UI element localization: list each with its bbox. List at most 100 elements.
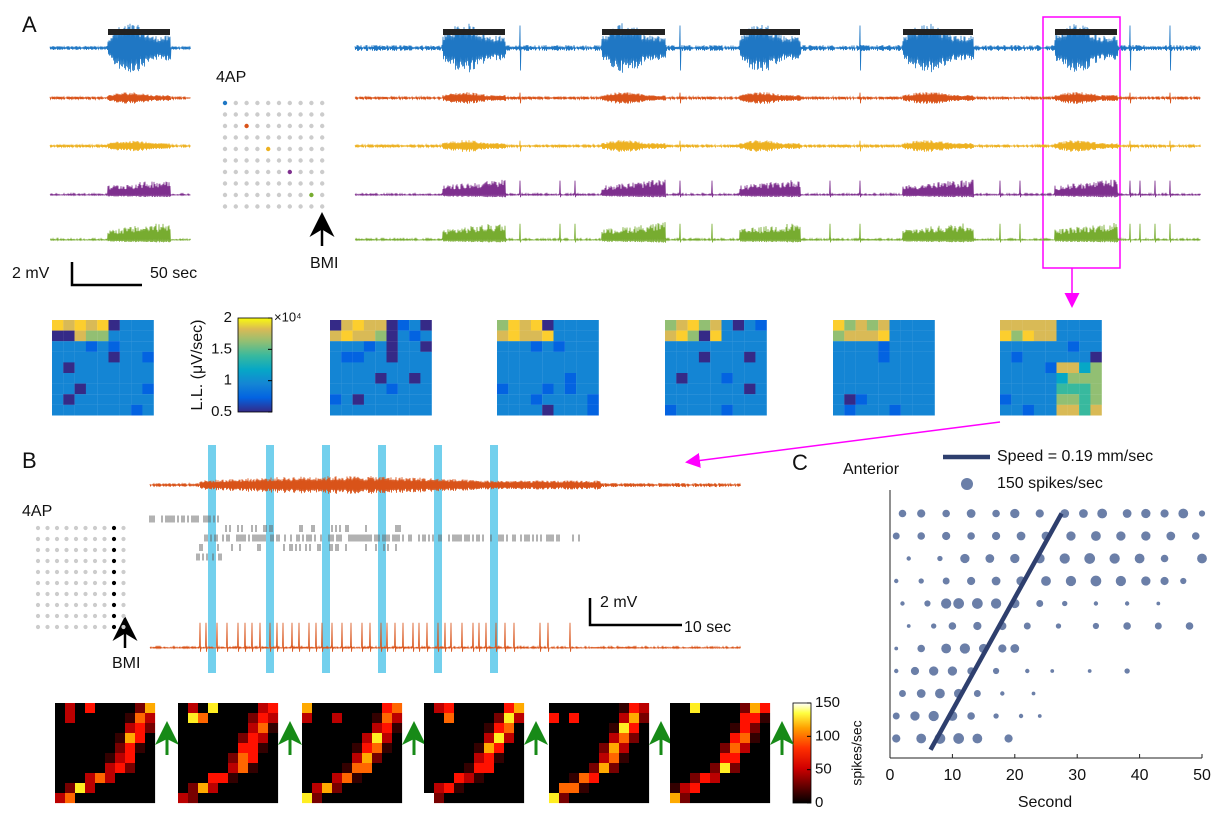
heatmap-cell: [1045, 351, 1057, 363]
bubble: [1191, 532, 1200, 540]
heatmap-cell: [397, 383, 410, 395]
heatmap-cell: [760, 723, 771, 734]
heatmap-cell: [474, 753, 485, 764]
heatmap-cell: [1067, 373, 1080, 384]
heatmap-cell: [85, 362, 98, 374]
heatmap-cell: [755, 373, 767, 384]
heatmap-cell: [208, 763, 219, 774]
heatmap-cell: [454, 743, 465, 754]
heatmap-cell: [341, 341, 353, 352]
heatmap-cell: [218, 723, 229, 734]
heatmap-cell: [599, 793, 610, 804]
heatmap-cell: [542, 394, 554, 405]
heatmap-cell: [744, 362, 756, 374]
heatmap-cell: [454, 753, 465, 764]
heatmap-cell: [65, 793, 76, 804]
heatmap-cell: [397, 404, 410, 416]
bubble: [1166, 531, 1176, 541]
heatmap-cell: [145, 763, 156, 774]
heatmap-cell: [744, 330, 756, 342]
heatmap-cell: [732, 330, 745, 342]
electrode: [45, 569, 50, 575]
heatmap-cell: [208, 713, 219, 724]
heatmap-cell: [115, 723, 126, 734]
heatmap-cell: [530, 362, 543, 374]
heatmap-cell: [1079, 404, 1091, 416]
heatmap-cell: [248, 733, 259, 744]
heatmap-cell: [362, 773, 373, 784]
bubble: [1036, 600, 1044, 607]
heatmap-cell: [700, 733, 711, 744]
electrode: [233, 135, 238, 140]
scale-label: 2 mV: [600, 594, 638, 611]
heatmap-cell: [923, 404, 935, 416]
electrode: [255, 192, 260, 198]
electrode: [255, 181, 260, 186]
bubble: [1087, 669, 1092, 673]
heatmap-cell: [504, 723, 515, 734]
heatmap-cell: [530, 341, 543, 352]
heatmap-cell: [1090, 320, 1102, 331]
electrode: [121, 558, 126, 564]
electrode: [35, 536, 41, 542]
electrode: [73, 602, 79, 608]
electrode: [276, 181, 282, 186]
heatmap-cell: [833, 362, 845, 374]
heatmap-cell: [375, 330, 387, 342]
heatmap-cell: [55, 723, 66, 734]
electrode: [276, 135, 282, 140]
heatmap-cell: [744, 373, 756, 384]
electrode: [298, 158, 303, 163]
heatmap-cell: [569, 733, 580, 744]
bubble: [1141, 531, 1151, 541]
heatmap-cell: [1079, 373, 1091, 384]
heatmap-cell: [135, 763, 146, 774]
colorbar-label: spikes/sec: [849, 720, 865, 785]
heatmap-cell: [710, 383, 722, 395]
electrode: [233, 192, 238, 198]
stimulus-bar: [740, 29, 800, 35]
electrode: [255, 123, 260, 129]
heatmap-cell: [720, 713, 731, 724]
heatmap-cell: [119, 341, 132, 352]
heatmap-cell: [312, 733, 323, 744]
electrode: [309, 123, 314, 129]
heatmap-cell: [464, 723, 475, 734]
heatmap-cell: [576, 362, 588, 374]
heatmap-cell: [268, 713, 279, 724]
electrode: [54, 569, 60, 575]
heatmap-cell: [553, 341, 565, 352]
heatmap-cell: [866, 394, 879, 405]
heatmap-cell: [131, 373, 143, 384]
heatmap-cell: [142, 341, 154, 352]
electrode: [111, 624, 117, 630]
heatmap-cell: [740, 733, 751, 744]
electrode: [35, 613, 41, 619]
bubble: [941, 598, 952, 609]
electrode: [287, 135, 292, 140]
heatmap-cell: [1090, 351, 1102, 363]
heatmap-cell: [322, 733, 333, 744]
heatmap-cell: [579, 753, 590, 764]
heatmap-cell: [514, 793, 525, 804]
heatmap-cell: [65, 743, 76, 754]
electrode: [287, 158, 292, 163]
bubble: [930, 623, 937, 629]
electrode: [233, 112, 238, 117]
heatmap-cell: [878, 394, 890, 405]
heatmap-cell: [119, 404, 132, 416]
heatmap-cell: [599, 783, 610, 794]
heatmap-cell: [125, 793, 136, 804]
bubble: [947, 666, 958, 676]
heatmap-cell: [434, 733, 445, 744]
heatmap-cell: [755, 394, 767, 405]
heatmap-cell: [444, 723, 455, 734]
electrode: [102, 558, 107, 564]
heatmap-cell: [670, 763, 681, 774]
heatmap-cell: [690, 783, 701, 794]
bubble: [1180, 577, 1187, 585]
stimulus-bar: [903, 29, 973, 35]
heatmap-cell: [833, 394, 845, 405]
heatmap-cell: [721, 330, 733, 342]
heatmap-cell: [322, 713, 333, 724]
